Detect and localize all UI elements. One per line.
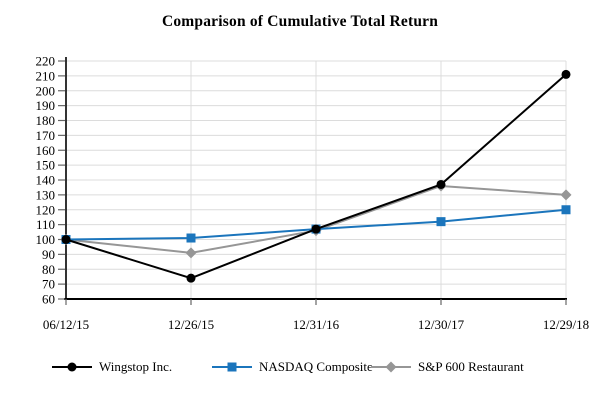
- y-tick-label: 90: [42, 247, 55, 262]
- x-tick-label: 12/26/15: [168, 317, 214, 332]
- legend-swatch-diamond-icon: [371, 361, 411, 373]
- y-tick-label: 150: [36, 158, 56, 173]
- x-tick-label: 06/12/15: [43, 317, 89, 332]
- data-point-marker: [560, 189, 572, 201]
- legend-swatch-marker: [67, 362, 77, 372]
- x-tick-label: 12/29/18: [543, 317, 589, 332]
- y-tick-label: 170: [36, 128, 56, 143]
- legend-swatch-circle-icon: [52, 362, 92, 372]
- legend-item-sp600-restaurant: S&P 600 Restaurant: [371, 354, 524, 380]
- legend-item-nasdaq: NASDAQ Composite: [212, 354, 373, 380]
- y-tick-label: 80: [42, 262, 55, 277]
- y-tick-label: 70: [42, 277, 55, 292]
- line-chart: 6070809010011012013014015016017018019020…: [36, 54, 590, 333]
- y-tick-label: 140: [36, 173, 56, 188]
- data-point-marker: [561, 69, 571, 79]
- y-tick-label: 120: [36, 202, 56, 217]
- legend-swatch-marker: [385, 361, 397, 373]
- y-tick-label: 200: [36, 83, 56, 98]
- y-tick-label: 130: [36, 187, 56, 202]
- legend-label-sp600-restaurant: S&P 600 Restaurant: [418, 359, 524, 374]
- data-point-marker: [185, 247, 197, 259]
- y-tick-label: 180: [36, 113, 56, 128]
- legend-swatch-square-icon: [212, 362, 252, 372]
- chart-legend: Wingstop Inc. NASDAQ Composite S&P 600 R…: [0, 354, 600, 380]
- y-tick-label: 220: [36, 54, 56, 69]
- y-tick-label: 110: [36, 217, 55, 232]
- data-point-marker: [436, 179, 446, 189]
- y-tick-label: 100: [36, 232, 56, 247]
- x-tick-label: 12/31/16: [293, 317, 340, 332]
- y-tick-label: 160: [36, 143, 56, 158]
- series-0: [61, 69, 571, 283]
- data-point-marker: [436, 217, 446, 227]
- legend-label-wingstop: Wingstop Inc.: [99, 359, 173, 374]
- data-point-marker: [186, 273, 196, 283]
- y-tick-label: 210: [36, 68, 56, 83]
- y-tick-label: 190: [36, 98, 56, 113]
- legend-swatch-marker: [227, 362, 237, 372]
- legend-item-wingstop: Wingstop Inc.: [52, 354, 172, 380]
- data-point-marker: [311, 224, 321, 234]
- chart-title: Comparison of Cumulative Total Return: [161, 13, 439, 30]
- data-point-marker: [186, 233, 196, 243]
- data-point-marker: [61, 235, 71, 244]
- legend-label-nasdaq: NASDAQ Composite: [259, 359, 373, 374]
- y-tick-label: 60: [42, 292, 55, 307]
- data-point-marker: [561, 205, 571, 215]
- x-tick-label: 12/30/17: [418, 317, 465, 332]
